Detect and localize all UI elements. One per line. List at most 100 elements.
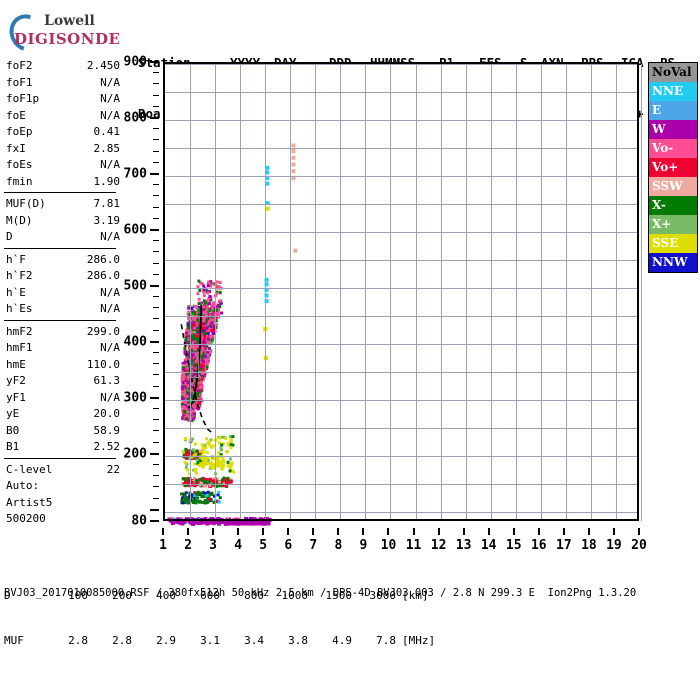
ionogram-echo-point — [226, 476, 230, 480]
legend-item-e[interactable]: E — [649, 101, 697, 120]
param-value: 3.19 — [93, 213, 121, 227]
ionogram-echo-point — [226, 464, 230, 468]
ionogram-echo-point — [198, 449, 202, 453]
ionogram-echo-point — [217, 500, 221, 504]
ionogram-echo-point — [184, 391, 188, 395]
ionogram-echo-point — [208, 443, 212, 447]
y-tick — [153, 497, 159, 499]
ionogram-echo-point — [186, 415, 189, 419]
ionogram-echo-point — [215, 280, 219, 284]
ionogram-echo-point — [206, 350, 210, 354]
ionogram-echo-point — [235, 520, 241, 526]
legend-item-noval[interactable]: NoVal — [649, 63, 697, 82]
ionogram-echo-point — [204, 334, 208, 338]
legend-item-ssw[interactable]: SSW — [649, 177, 697, 196]
ionogram-echo-point — [216, 305, 219, 309]
legend-item-w[interactable]: W — [649, 120, 697, 139]
ionogram-echo-point — [230, 469, 234, 473]
y-tick — [153, 486, 159, 488]
ionogram-echo-point — [226, 460, 230, 464]
ionogram-echo-point — [192, 400, 196, 404]
ionogram-echo-point — [205, 359, 209, 363]
x-tick — [287, 528, 290, 535]
ionogram-echo-point — [215, 484, 219, 488]
legend-item-vo[interactable]: Vo- — [649, 139, 697, 158]
ionogram-echo-point — [213, 326, 216, 330]
ionogram-echo-point — [241, 520, 247, 526]
ionogram-echo-point — [188, 495, 192, 499]
x-axis-label: 15 — [505, 538, 522, 553]
ionogram-echo-point — [185, 412, 188, 416]
param-key: MUF(D) — [6, 197, 46, 210]
legend-item-x[interactable]: X- — [649, 196, 697, 215]
ionogram-echo-point — [200, 377, 204, 381]
ionogram-echo-point — [170, 521, 175, 526]
ionogram-echo-point — [247, 520, 253, 526]
param-row: foEs N/A — [4, 157, 122, 174]
param-value: 2.85 — [93, 141, 121, 155]
x-tick — [412, 528, 415, 535]
x-tick — [162, 528, 164, 535]
ionogram-echo-point — [206, 359, 210, 363]
ionogram-echo-point — [215, 312, 219, 316]
param-row: foF2 2.450 — [4, 58, 122, 75]
gridline-horizontal — [165, 399, 639, 401]
param-value: 58.9 — [93, 423, 121, 437]
x-axis-label: 6 — [284, 538, 293, 553]
ionogram-echo-point — [210, 328, 214, 332]
polarization-legend[interactable]: NoVal NNE E W Vo- Vo+ SSW X- X+ SSE NNW — [648, 62, 698, 273]
ionogram-echo-point — [184, 404, 187, 407]
ionogram-echo-point — [217, 285, 221, 289]
ionogram-echo-point — [207, 440, 211, 444]
ionogram-echo-point — [193, 476, 197, 480]
y-tick — [150, 284, 159, 287]
x-axis-label: 19 — [606, 538, 622, 553]
x-axis-label: 11 — [405, 538, 422, 553]
ionogram-echo-point — [227, 443, 231, 447]
legend-item-nne[interactable]: NNE — [649, 82, 697, 101]
distance-label: D — [4, 589, 11, 602]
distance-value: 1000 — [281, 589, 309, 602]
ionogram-echo-point — [194, 337, 198, 341]
ionogram-echo-point — [229, 446, 233, 450]
gridline-horizontal — [165, 231, 639, 233]
ionogram-echo-point — [213, 494, 216, 498]
ionogram-plot-area[interactable] — [163, 62, 642, 526]
legend-item-nnw[interactable]: NNW — [649, 253, 697, 272]
ionogram-echo-point — [202, 331, 206, 334]
x-axis-label: 10 — [380, 538, 397, 553]
ionogram-echo-point — [197, 344, 201, 348]
gridline-vertical — [440, 64, 442, 521]
ionogram-echo-point — [208, 477, 212, 481]
legend-item-vo[interactable]: Vo+ — [649, 158, 697, 177]
legend-item-sse[interactable]: SSE — [649, 234, 697, 253]
ionogram-echo-point — [211, 462, 215, 466]
y-tick — [153, 329, 159, 331]
gridline-horizontal — [165, 147, 639, 149]
ionogram-echo-point — [185, 357, 189, 361]
ionogram-echo-point — [210, 479, 214, 483]
ionogram-echo-point — [206, 322, 210, 326]
ionogram-echo-point — [291, 169, 296, 174]
ionogram-echo-point — [196, 334, 200, 338]
param-divider — [4, 457, 116, 459]
ionogram-echo-point — [181, 405, 185, 409]
ionogram-echo-point — [293, 248, 298, 253]
ionogram-echo-point — [203, 443, 207, 447]
param-key: foEs — [6, 158, 33, 171]
ionogram-echo-point — [215, 323, 218, 327]
ionogram-echo-point — [230, 461, 234, 465]
ionogram-echo-point — [191, 353, 195, 357]
param-key: D — [6, 230, 13, 243]
ionogram-echo-point — [200, 495, 204, 499]
legend-item-x[interactable]: X+ — [649, 215, 697, 234]
x-axis-label: 2 — [184, 538, 192, 553]
ionogram-echo-point — [188, 519, 193, 524]
y-tick — [153, 464, 159, 466]
lowell-digisonde-logo: Lowell DIGISONDE — [3, 8, 126, 58]
y-tick — [153, 273, 159, 275]
ionogram-echo-point — [221, 465, 225, 469]
y-tick — [153, 296, 159, 298]
ionogram-echo-point — [201, 315, 205, 319]
x-axis-label: 4 — [234, 538, 243, 553]
